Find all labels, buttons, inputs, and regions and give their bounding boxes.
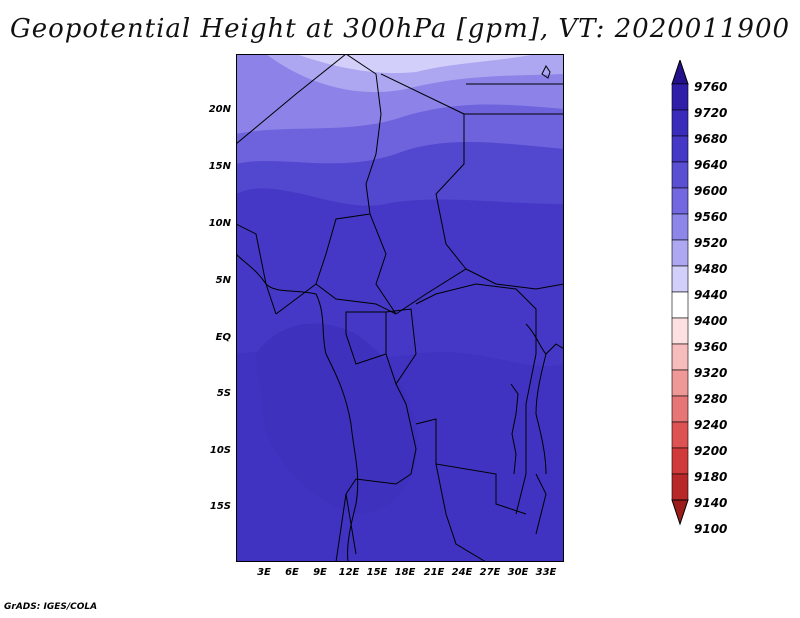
- colorbar-label-9640: 9640: [694, 158, 728, 172]
- height-band-9440: [296, 54, 536, 74]
- colorbar-label-9720: 9720: [694, 106, 728, 120]
- colorbar-segment: [671, 473, 689, 501]
- lon-label-15e: 15E: [366, 567, 388, 578]
- colorbar-label-9360: 9360: [694, 340, 728, 354]
- colorbar-label-9100: 9100: [694, 522, 728, 536]
- colorbar-top-arrow: [671, 60, 689, 85]
- colorbar-segment: [671, 395, 689, 423]
- colorbar-segment: [671, 291, 689, 319]
- colorbar-label-9600: 9600: [694, 184, 728, 198]
- colorbar-segment: [671, 213, 689, 241]
- colorbar-segment: [671, 265, 689, 293]
- coastlines: [236, 65, 564, 562]
- colorbar-label-9400: 9400: [694, 314, 728, 328]
- height-band-low: [256, 323, 418, 514]
- colorbar-segment: [671, 239, 689, 267]
- lon-label-21e: 21E: [423, 567, 445, 578]
- lat-label-20n: 20N: [208, 104, 231, 115]
- colorbar-label-9180: 9180: [694, 470, 728, 484]
- colorbar-segment: [671, 109, 689, 137]
- lon-label-3e: 3E: [257, 567, 271, 578]
- map-plot: [236, 54, 564, 562]
- lat-label-10n: 10N: [208, 218, 231, 229]
- lon-label-33e: 33E: [535, 567, 557, 578]
- lon-label-30e: 30E: [507, 567, 529, 578]
- lon-label-27e: 27E: [479, 567, 501, 578]
- colorbar-segment: [671, 83, 689, 111]
- lat-label-15s: 15S: [209, 501, 231, 512]
- lat-label-5s: 5S: [216, 388, 231, 399]
- colorbar-label-9280: 9280: [694, 392, 728, 406]
- colorbar-segment: [671, 187, 689, 215]
- country-borders: [236, 54, 564, 562]
- lat-label-5n: 5N: [215, 275, 231, 286]
- colorbar-label-9680: 9680: [694, 132, 728, 146]
- colorbar-label-9520: 9520: [694, 236, 728, 250]
- lon-label-18e: 18E: [394, 567, 416, 578]
- lat-label-eq: EQ: [215, 332, 231, 343]
- colorbar-label-9560: 9560: [694, 210, 728, 224]
- lon-label-6e: 6E: [285, 567, 299, 578]
- colorbar-segment: [671, 161, 689, 189]
- footer-credit: GrADS: IGES/COLA: [4, 602, 98, 612]
- map-frame: [236, 54, 564, 562]
- colorbar-segment: [671, 421, 689, 449]
- colorbar-label-9140: 9140: [694, 496, 728, 510]
- colorbar-segment: [671, 317, 689, 345]
- colorbar-segment: [671, 447, 689, 475]
- colorbar-label-9440: 9440: [694, 288, 728, 302]
- colorbar-segment: [671, 369, 689, 397]
- colorbar-bottom-arrow: [671, 499, 689, 526]
- colorbar-label-9480: 9480: [694, 262, 728, 276]
- colorbar-segment: [671, 135, 689, 163]
- colorbar-segment: [671, 343, 689, 371]
- colorbar-label-9320: 9320: [694, 366, 728, 380]
- lon-label-9e: 9E: [313, 567, 327, 578]
- colorbar: [671, 60, 689, 526]
- lat-label-15n: 15N: [208, 161, 231, 172]
- colorbar-label-9760: 9760: [694, 80, 728, 94]
- chart-title: Geopotential Height at 300hPa [gpm], VT:…: [9, 14, 791, 44]
- colorbar-label-9240: 9240: [694, 418, 728, 432]
- colorbar-label-9200: 9200: [694, 444, 728, 458]
- lon-label-24e: 24E: [451, 567, 473, 578]
- lat-label-10s: 10S: [209, 445, 231, 456]
- lon-label-12e: 12E: [338, 567, 360, 578]
